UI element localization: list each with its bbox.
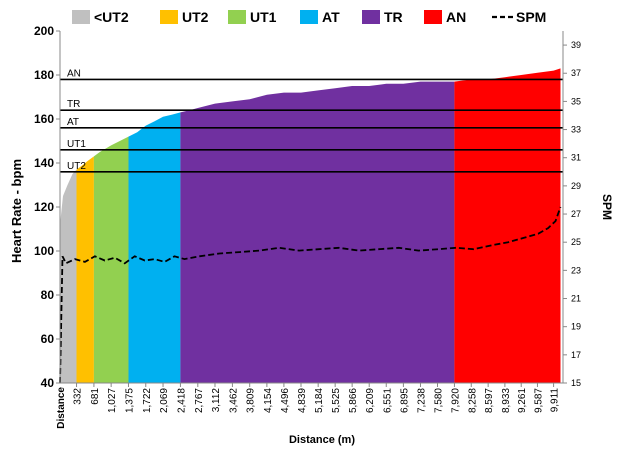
x-tick-label: 332: [73, 388, 84, 405]
x-tick-label: 2,418: [176, 388, 187, 413]
x-tick-label: 7,238: [416, 388, 427, 413]
y2-axis-title: SPM: [600, 194, 614, 220]
x-tick-label: 8,258: [467, 388, 478, 413]
y2-tick-label: 35: [571, 96, 581, 106]
hr-area-ut2: [76, 156, 94, 383]
legend-swatch: [228, 10, 246, 24]
x-tick-label: 3,809: [246, 388, 257, 413]
y-tick-label: 140: [34, 156, 54, 170]
zone-label-at: AT: [67, 117, 79, 128]
y-tick-label: 40: [41, 376, 55, 390]
x-tick-label: 1,375: [124, 388, 135, 413]
x-tick-label: 7,580: [433, 388, 444, 413]
hr-area-an: [454, 68, 561, 384]
x-tick-label: 1,027: [107, 388, 118, 413]
hr-area-below-ut2: [60, 169, 77, 383]
legend-label: <UT2: [94, 9, 129, 25]
x-axis-title: Distance (m): [289, 434, 355, 446]
x-tick-label: 8,597: [484, 388, 495, 413]
spm-series: [59, 206, 562, 384]
y2-tick-label: 33: [571, 125, 581, 135]
legend-item-ut1: UT1: [228, 9, 277, 25]
y2-tick-label: 31: [571, 153, 581, 163]
hr-area-tr: [180, 81, 455, 383]
legend-swatch: [160, 10, 178, 24]
y2-tick-label: 37: [571, 68, 581, 78]
zone-threshold-lines: UT2 UT1 AT TR AN: [60, 68, 563, 173]
x-tick-label: 3,462: [228, 388, 239, 413]
zone-label-an: AN: [67, 68, 81, 79]
y2-tick-label: 29: [571, 181, 581, 191]
y-tick-label: 120: [34, 200, 54, 214]
zone-label-ut1: UT1: [67, 139, 86, 150]
y-tick-label: 60: [41, 332, 55, 346]
x-tick-label: 9,587: [533, 388, 544, 413]
legend-swatch: [362, 10, 380, 24]
legend-item-at: AT: [300, 9, 340, 25]
y2-tick-label: 19: [571, 322, 581, 332]
x-tick-label: 6,895: [399, 388, 410, 413]
y2-tick-label: 17: [571, 350, 581, 360]
x-tick-label-first: Distance: [56, 387, 67, 429]
x-tick-label: 6,551: [382, 388, 393, 413]
spm-line: [59, 206, 562, 384]
x-tick-label: 3,112: [211, 388, 222, 413]
y2-tick-label: 27: [571, 209, 581, 219]
x-tick-label: 5,184: [314, 388, 325, 413]
y-tick-label: 180: [34, 68, 54, 82]
y2-tick-label: 15: [571, 378, 581, 388]
x-tick-label: 4,839: [297, 388, 308, 413]
legend-item-tr: TR: [362, 9, 403, 25]
y2-tick-label: 23: [571, 265, 581, 275]
legend-swatch: [72, 10, 90, 24]
legend-item-an: AN: [424, 9, 466, 25]
x-tick-label: 4,496: [280, 388, 291, 413]
y-tick-label: 160: [34, 112, 54, 126]
hr-area-ut1: [93, 136, 129, 383]
legend-label: UT2: [182, 9, 209, 25]
x-tick-label: 7,920: [450, 388, 461, 413]
y-tick-label: 100: [34, 244, 54, 258]
x-tick-label: 5,525: [331, 388, 342, 413]
y2-tick-label: 21: [571, 294, 581, 304]
legend-item-spm: SPM: [492, 9, 546, 25]
legend-label: AN: [446, 9, 466, 25]
legend-label: TR: [384, 9, 403, 25]
axes: 40 60 80 100 120 140 160 180 200 15 17 19 21 23 25 27 29…: [34, 24, 581, 429]
x-tick-label: 681: [90, 388, 101, 405]
y-axis-title: Heart Rate - bpm: [9, 159, 24, 263]
x-tick-label: 6,209: [365, 388, 376, 413]
zone-areas: [60, 68, 561, 384]
y-tick-label: 200: [34, 24, 54, 38]
zone-label-tr: TR: [67, 99, 80, 110]
legend-swatch: [424, 10, 442, 24]
x-tick-label: 2,767: [194, 388, 205, 413]
y-tick-label: 80: [41, 288, 55, 302]
x-tick-label: 5,866: [348, 388, 359, 413]
legend-item-ut2: UT2: [160, 9, 209, 25]
x-tick-label: 9,261: [517, 388, 528, 413]
legend-label: AT: [322, 9, 340, 25]
legend-item-below-ut2: <UT2: [72, 9, 129, 25]
legend-swatch: [300, 10, 318, 24]
x-tick-label: 8,933: [501, 388, 512, 413]
legend-label: UT1: [250, 9, 277, 25]
y2-tick-label: 39: [571, 40, 581, 50]
zone-label-ut2: UT2: [67, 161, 86, 172]
legend-label: SPM: [516, 9, 546, 25]
hr-area-at: [128, 112, 181, 384]
y2-tick-label: 25: [571, 237, 581, 247]
x-tick-label: 1,722: [142, 388, 153, 413]
legend: <UT2 UT2 UT1 AT TR AN SPM: [72, 9, 546, 25]
x-tick-label: 2,069: [159, 388, 170, 413]
x-tick-label: 4,154: [263, 388, 274, 413]
x-tick-label: 9,911: [550, 388, 561, 413]
